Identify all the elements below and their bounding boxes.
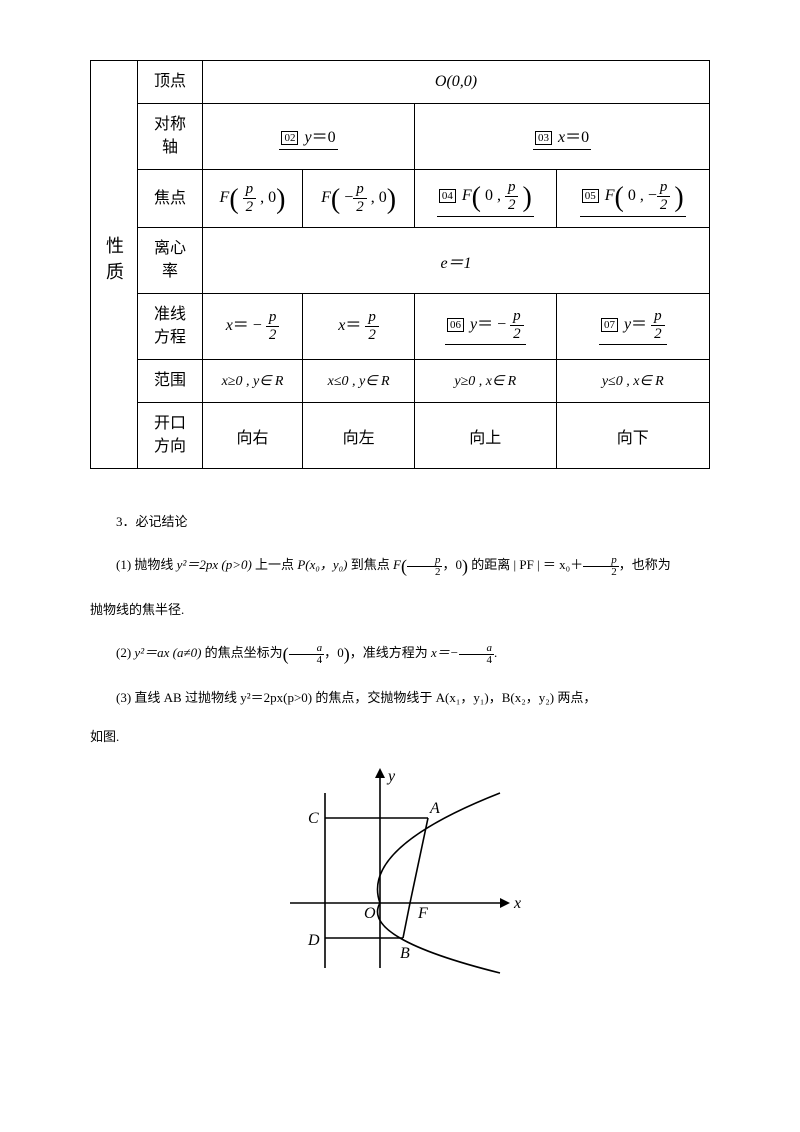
row-focus-c3: 04 F( 0 , p2 ): [415, 170, 556, 228]
fig-label-D: D: [307, 932, 320, 949]
conclusion-3: (3) 直线 AB 过抛物线 y²＝2px(p>0) 的焦点，交抛物线于 A(x…: [90, 685, 710, 711]
row-focus-c4: 05 F( 0 , −p2 ): [556, 170, 709, 228]
row-focus-c2: F( −p2 , 0): [303, 170, 415, 228]
section-heading: 3．必记结论: [90, 509, 710, 535]
conclusion-3-line2: 如图.: [90, 724, 710, 750]
fig-label-C: C: [308, 810, 319, 827]
row-directrix-c3: 06 y＝ − p2: [415, 294, 556, 360]
fig-label-B: B: [400, 945, 410, 962]
fig-label-x: x: [513, 895, 521, 912]
parabola-figure: y x O F A B C D: [90, 763, 710, 983]
row-range-c2: x≤0 , y∈ R: [303, 359, 415, 402]
row-ecc-label: 离心率: [138, 228, 203, 294]
fig-label-O: O: [364, 905, 376, 922]
fig-label-A: A: [429, 800, 440, 817]
row-vertex-value: O(0,0): [203, 61, 710, 104]
properties-table: 性质 顶点 O(0,0) 对称轴 02 y＝0 03 x＝0: [90, 60, 710, 469]
conclusion-1-line2: 抛物线的焦半径.: [90, 597, 710, 623]
row-open-c4: 向下: [556, 403, 709, 469]
row-directrix-label: 准线方程: [138, 294, 203, 360]
row-open-c2: 向左: [303, 403, 415, 469]
conclusion-2: (2) y²＝ax (a≠0) 的焦点坐标为(a4，0)，准线方程为 x＝−a4…: [90, 636, 710, 672]
row-directrix-c4: 07 y＝ p2: [556, 294, 709, 360]
row-open-label: 开口方向: [138, 403, 203, 469]
row-axis-left: 02 y＝0: [203, 104, 415, 170]
row-directrix-c2: x＝ p2: [303, 294, 415, 360]
row-range-label: 范围: [138, 359, 203, 402]
fig-label-F: F: [417, 905, 428, 922]
row-ecc-value: e＝1: [203, 228, 710, 294]
row-axis-right: 03 x＝0: [415, 104, 710, 170]
row-range-c3: y≥0 , x∈ R: [415, 359, 556, 402]
row-open-c3: 向上: [415, 403, 556, 469]
row-focus-label: 焦点: [138, 170, 203, 228]
section-label: 性质: [91, 61, 138, 469]
row-range-c4: y≤0 , x∈ R: [556, 359, 709, 402]
fig-label-y: y: [386, 768, 396, 785]
row-focus-c1: F( p2 , 0): [203, 170, 303, 228]
row-axis-label: 对称轴: [138, 104, 203, 170]
row-open-c1: 向右: [203, 403, 303, 469]
conclusion-1: (1) 抛物线 y²＝2px (p>0) 上一点 P(x₀，y₀) 到焦点 F(…: [90, 548, 710, 584]
row-range-c1: x≥0 , y∈ R: [203, 359, 303, 402]
row-vertex-label: 顶点: [138, 61, 203, 104]
row-directrix-c1: x＝ − p2: [203, 294, 303, 360]
